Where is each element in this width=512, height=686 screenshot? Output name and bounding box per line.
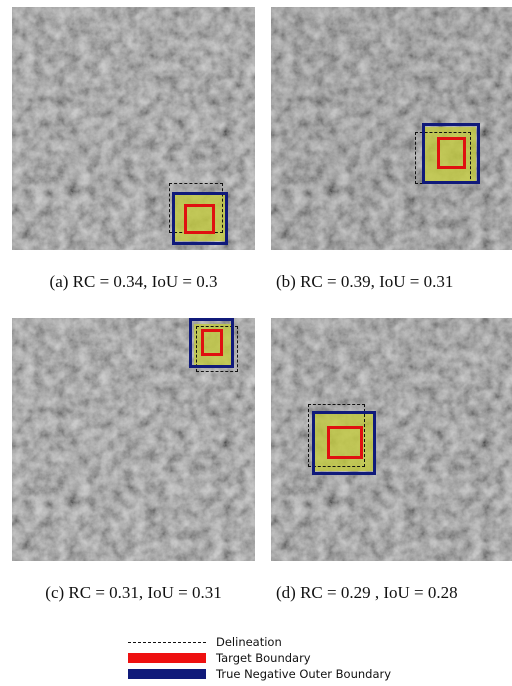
legend-item-delineation: Delineation [128, 634, 391, 650]
caption-c: (c) RC = 0.31, IoU = 0.31 [45, 583, 222, 602]
target-boundary-box [201, 329, 223, 356]
delineation-box [308, 404, 365, 467]
caption-b: (b) RC = 0.39, IoU = 0.31 [276, 272, 454, 291]
detected-patch [313, 413, 373, 471]
legend-label: Target Boundary [216, 651, 311, 665]
red-swatch [128, 653, 206, 663]
caption-d: (d) RC = 0.29 , IoU = 0.28 [276, 583, 458, 602]
canopy-texture [12, 7, 255, 250]
target-boundary-box [327, 426, 363, 459]
target-boundary-box [437, 137, 466, 169]
aerial-image-c [12, 318, 255, 561]
detected-patch [424, 127, 476, 183]
legend-label: Delineation [216, 635, 282, 649]
legend-label: True Negative Outer Boundary [216, 667, 392, 681]
outer-boundary-box [172, 192, 228, 245]
caption-a: (a) RC = 0.34, IoU = 0.3 [49, 272, 218, 291]
dashed-line-swatch [128, 641, 206, 643]
legend-item-outer: True Negative Outer Boundary [128, 666, 391, 682]
outer-boundary-box [312, 411, 376, 475]
canopy-texture [271, 7, 512, 250]
canopy-texture [271, 318, 512, 561]
aerial-image-a [12, 7, 255, 250]
blue-swatch [128, 669, 206, 679]
outer-boundary-box [189, 318, 234, 368]
aerial-image-b [271, 7, 512, 250]
delineation-box [196, 326, 238, 372]
target-boundary-box [184, 204, 215, 234]
outer-boundary-box [422, 123, 480, 184]
legend-item-target: Target Boundary [128, 650, 391, 666]
aerial-image-d [271, 318, 512, 561]
legend: Delineation Target Boundary True Negativ… [128, 634, 391, 682]
